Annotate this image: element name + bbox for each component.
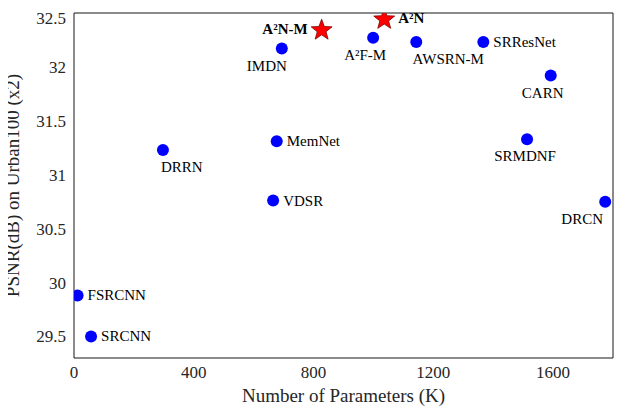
svg-text:800: 800 bbox=[301, 363, 327, 382]
svg-text:32: 32 bbox=[49, 58, 66, 77]
svg-text:A²N: A²N bbox=[398, 13, 424, 26]
svg-text:PSNR(dB) on Urban100 (x2): PSNR(dB) on Urban100 (x2) bbox=[8, 74, 24, 297]
svg-text:DRCN: DRCN bbox=[561, 211, 603, 227]
svg-text:31.5: 31.5 bbox=[36, 112, 66, 131]
svg-text:CARN: CARN bbox=[522, 85, 564, 101]
svg-text:A²F-M: A²F-M bbox=[344, 47, 386, 63]
svg-text:1600: 1600 bbox=[536, 363, 570, 382]
svg-text:29.5: 29.5 bbox=[36, 327, 66, 346]
svg-text:SRResNet: SRResNet bbox=[493, 34, 556, 50]
svg-text:VDSR: VDSR bbox=[283, 193, 323, 209]
svg-text:32.5: 32.5 bbox=[36, 9, 66, 28]
svg-text:1200: 1200 bbox=[416, 363, 450, 382]
svg-text:Number of Parameters (K): Number of Parameters (K) bbox=[242, 385, 445, 406]
svg-text:A²N-M: A²N-M bbox=[262, 21, 307, 37]
svg-text:MemNet: MemNet bbox=[287, 133, 341, 149]
svg-text:0: 0 bbox=[70, 363, 79, 382]
svg-text:SRMDNF: SRMDNF bbox=[494, 148, 556, 164]
svg-text:AWSRN-M: AWSRN-M bbox=[413, 51, 484, 67]
svg-text:31: 31 bbox=[49, 166, 66, 185]
svg-text:400: 400 bbox=[181, 363, 207, 382]
svg-text:FSRCNN: FSRCNN bbox=[88, 287, 147, 303]
svg-text:IMDN: IMDN bbox=[247, 58, 287, 74]
svg-text:SRCNN: SRCNN bbox=[101, 328, 151, 344]
svg-text:30: 30 bbox=[49, 274, 66, 293]
svg-text:DRRN: DRRN bbox=[161, 159, 203, 175]
svg-text:30.5: 30.5 bbox=[36, 220, 66, 239]
